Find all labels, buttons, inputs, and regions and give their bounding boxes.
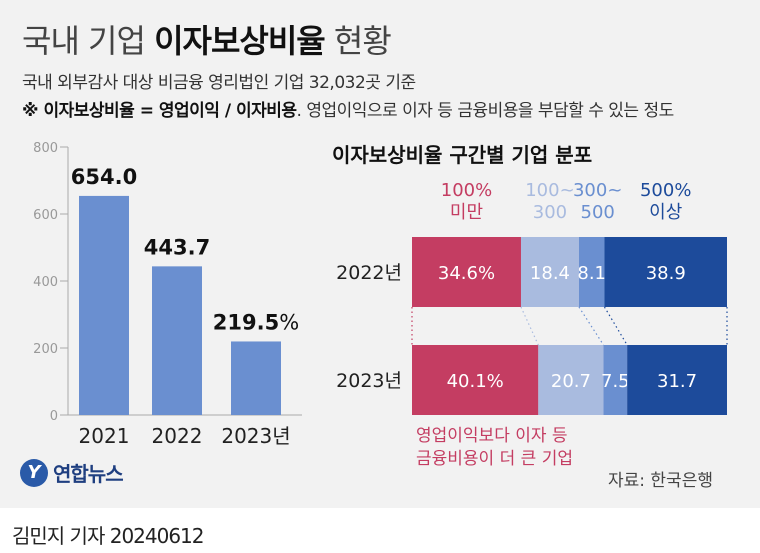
stacked-segment [603,345,628,415]
x-category-label: 2023년 [221,424,290,448]
bar [231,341,281,415]
stacked-segment [412,237,521,307]
stacked-segment [578,237,605,307]
segment-value-label: 31.7 [657,371,697,392]
segment-connector [578,306,605,346]
segment-connector [603,306,628,346]
bar-value-label: 443.7 [144,235,210,259]
legend-entry: 500% [640,180,691,201]
bar-value-label: 654.0 [71,165,137,189]
segment-value-label: 8.1 [577,263,606,284]
row-label: 2023년 [336,370,402,392]
x-category-label: 2021 [79,424,130,448]
logo-mark-icon: Y [20,458,48,487]
footer-bar: 김민지 기자 20240612 [0,508,760,553]
percent-sign: % [279,310,299,334]
page-title: 국내 기업 이자보상비율 현황 [22,22,392,60]
legend-entry: 300 [533,202,567,223]
segment-value-label: 40.1% [447,371,504,392]
logo-text: 연합뉴스 [53,462,124,486]
formula-note: ※ 이자보상비율 = 영업이익 / 이자비용. 영업이익으로 이자 등 금융비용… [22,101,674,121]
legend-entry: 300~ [573,180,622,201]
y-tick-label: 400 [33,275,58,290]
segment-value-label: 7.5 [601,371,630,392]
stacked-segment [412,345,539,415]
row-label: 2022년 [336,262,402,284]
y-tick-label: 200 [33,342,58,357]
stacked-segment [627,345,727,415]
legend-entry: 500 [581,202,615,223]
y-tick-label: 800 [33,141,58,156]
stacked-segment [520,237,579,307]
segment-value-label: 38.9 [646,263,686,284]
distribution-title: 이자보상비율 구간별 기업 분포 [332,143,592,167]
source-text: 자료: 한국은행 [608,471,713,491]
legend-entry: 100~ [525,180,574,201]
legend-entry: 이상 [649,202,682,223]
subtitle: 국내 외부감사 대상 비금융 영리법인 기업 32,032곳 기준 [22,73,416,93]
x-category-label: 2022 [152,424,203,448]
bar-value-label: 219.5% [213,310,299,334]
segment-connector [520,306,539,346]
bar [152,266,202,415]
segment-value-label: 34.6% [438,263,495,284]
bar [79,195,129,415]
segment-value-label: 20.7 [551,371,591,392]
stacked-segment [538,345,604,415]
legend-entry: 100% [441,180,492,201]
stacked-segment [604,237,727,307]
yonhap-logo: Y 연합뉴스 [20,458,124,487]
y-tick-label: 600 [33,208,58,223]
annotation-text: 금융비용이 더 큰 기업 [416,449,573,469]
y-tick-label: 0 [50,409,58,424]
annotation-text: 영업이익보다 이자 등 [416,426,568,446]
byline: 김민지 기자 20240612 [12,524,205,548]
segment-value-label: 18.4 [530,263,570,284]
legend-entry: 미만 [450,202,483,223]
